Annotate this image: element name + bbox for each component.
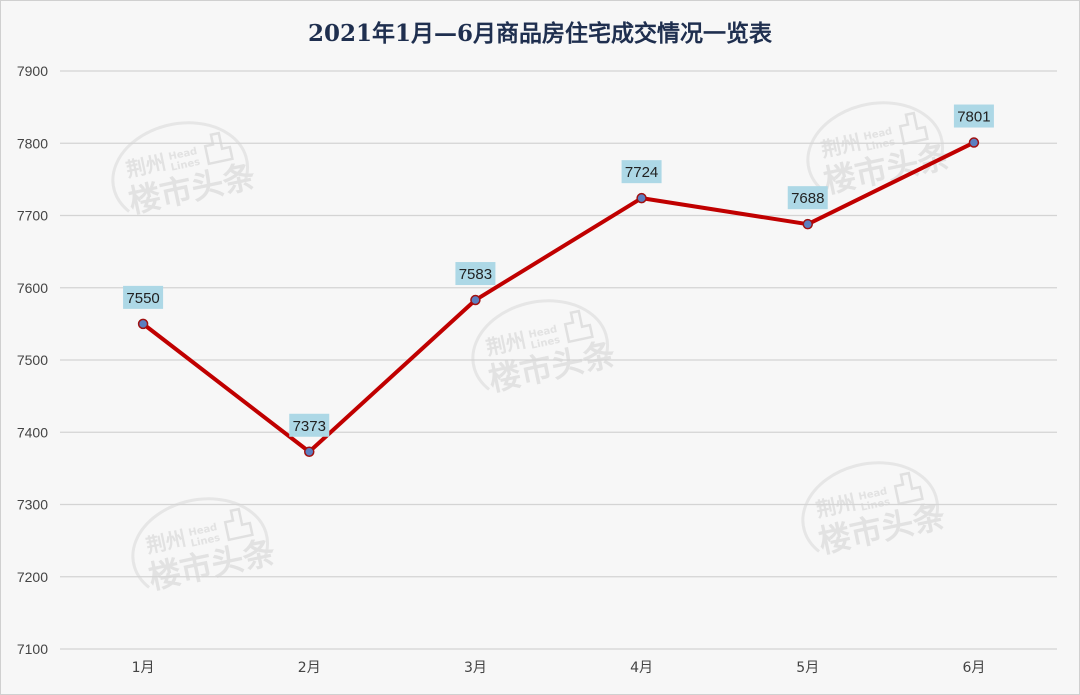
data-label-box <box>787 186 828 210</box>
data-label: 7373 <box>293 418 326 435</box>
y-tick-label: 7500 <box>17 352 48 368</box>
watermark-building-icon <box>223 507 254 542</box>
data-label: 7724 <box>625 164 658 181</box>
watermark-building-icon <box>203 131 234 166</box>
x-tick-label: 6月 <box>962 660 985 676</box>
x-tick-label: 1月 <box>132 660 155 676</box>
watermark-arc <box>801 461 939 553</box>
y-tick-label: 7600 <box>17 280 48 296</box>
data-point <box>968 137 980 148</box>
series-layer: 7550 7373 7583 7724 7688 7801 <box>123 104 994 458</box>
data-label-box <box>289 413 330 437</box>
data-point <box>636 192 647 204</box>
data-label: 7801 <box>957 109 990 126</box>
y-tick-label: 7800 <box>17 135 48 151</box>
y-axis: 7900 7800 7700 7600 7500 7400 7300 7200 7100 <box>17 63 48 657</box>
data-label: 7550 <box>126 290 159 307</box>
x-axis: 1月 2月 3月 4月 5月 6月 <box>132 660 986 676</box>
data-label-box <box>621 160 662 184</box>
data-point <box>470 294 481 306</box>
x-tick-label: 5月 <box>796 660 819 676</box>
chart-title: 2021年1月—6月商品房住宅成交情况一览表 <box>307 20 773 47</box>
data-point <box>137 318 149 330</box>
data-label-box <box>455 262 496 286</box>
y-tick-label: 7300 <box>17 497 48 513</box>
data-label: 7688 <box>791 190 824 207</box>
watermark-arc <box>806 101 944 193</box>
data-label-box <box>953 104 994 128</box>
x-tick-label: 3月 <box>464 660 487 676</box>
x-tick-label: 4月 <box>630 660 653 676</box>
y-tick-label: 7400 <box>17 424 48 440</box>
data-label: 7583 <box>459 266 492 283</box>
watermark-arc <box>471 299 609 391</box>
watermark-building-icon <box>898 111 929 146</box>
y-tick-label: 7200 <box>17 569 48 585</box>
data-point <box>802 218 813 230</box>
watermark-arc <box>111 121 249 213</box>
x-tick-label: 2月 <box>298 660 321 676</box>
watermark-building-icon <box>563 309 594 344</box>
data-point <box>304 446 315 458</box>
y-tick-label: 7100 <box>17 641 48 657</box>
watermark-arc <box>131 497 269 589</box>
y-tick-label: 7900 <box>17 63 48 79</box>
data-label-box <box>123 285 164 309</box>
watermark-building-icon <box>893 471 924 506</box>
series-line <box>141 140 976 454</box>
y-tick-label: 7700 <box>17 208 48 224</box>
gridlines <box>60 70 1057 650</box>
